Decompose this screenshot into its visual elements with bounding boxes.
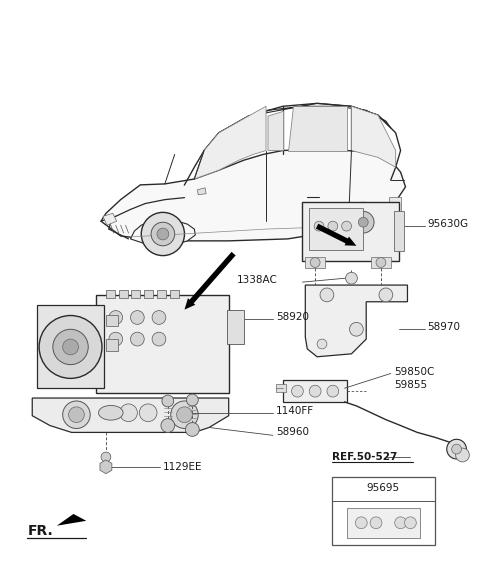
Circle shape <box>141 212 184 255</box>
Text: 1129EE: 1129EE <box>163 462 203 472</box>
Circle shape <box>152 310 166 324</box>
Text: FR.: FR. <box>27 524 53 538</box>
Polygon shape <box>57 514 86 526</box>
Ellipse shape <box>98 405 123 420</box>
Bar <box>371 257 391 268</box>
Circle shape <box>101 452 111 462</box>
Bar <box>157 290 166 298</box>
Polygon shape <box>184 252 236 310</box>
Circle shape <box>317 339 327 349</box>
Bar <box>106 314 118 327</box>
Circle shape <box>161 418 175 432</box>
Circle shape <box>291 386 303 397</box>
Text: 58970: 58970 <box>427 323 460 332</box>
Bar <box>106 290 115 298</box>
Polygon shape <box>194 106 266 179</box>
Polygon shape <box>337 209 388 237</box>
Bar <box>302 202 398 261</box>
Text: 59855: 59855 <box>394 380 427 390</box>
Circle shape <box>320 288 334 302</box>
Bar <box>170 290 179 298</box>
Polygon shape <box>316 224 356 246</box>
Circle shape <box>346 272 358 284</box>
Circle shape <box>109 332 122 346</box>
Bar <box>37 305 104 388</box>
Bar <box>347 508 420 538</box>
Circle shape <box>379 288 393 302</box>
Circle shape <box>370 517 382 529</box>
Polygon shape <box>103 213 117 225</box>
Circle shape <box>309 386 321 397</box>
Circle shape <box>314 221 324 231</box>
Text: 58920: 58920 <box>276 313 309 323</box>
Circle shape <box>452 444 461 454</box>
Circle shape <box>395 517 407 529</box>
Circle shape <box>310 258 320 268</box>
Circle shape <box>162 395 174 407</box>
Text: 1338AC: 1338AC <box>237 275 278 285</box>
Text: 1140FF: 1140FF <box>276 406 314 416</box>
Bar <box>283 380 347 402</box>
Bar <box>389 197 401 216</box>
Circle shape <box>328 221 338 231</box>
Bar <box>394 212 404 251</box>
Bar <box>132 290 140 298</box>
Bar <box>227 310 244 344</box>
Circle shape <box>447 439 467 459</box>
Bar <box>305 257 325 268</box>
Polygon shape <box>288 106 347 150</box>
Bar <box>96 295 228 393</box>
Circle shape <box>359 217 368 227</box>
Polygon shape <box>351 106 396 167</box>
Circle shape <box>157 228 169 240</box>
Bar <box>309 209 363 250</box>
Circle shape <box>152 332 166 346</box>
Polygon shape <box>101 150 406 241</box>
Circle shape <box>344 202 383 242</box>
Circle shape <box>151 222 175 246</box>
Text: 95695: 95695 <box>366 483 399 494</box>
Text: REF.50-527: REF.50-527 <box>332 452 397 462</box>
Circle shape <box>120 404 137 421</box>
Bar <box>119 290 128 298</box>
Circle shape <box>63 401 90 428</box>
Bar <box>332 477 435 546</box>
Circle shape <box>355 517 367 529</box>
Circle shape <box>63 339 78 355</box>
Circle shape <box>177 407 192 423</box>
Bar <box>144 290 153 298</box>
Circle shape <box>171 401 198 428</box>
Circle shape <box>186 394 198 406</box>
Circle shape <box>131 310 144 324</box>
Circle shape <box>69 407 84 423</box>
Text: 59850C: 59850C <box>394 366 434 376</box>
Polygon shape <box>305 285 408 357</box>
Circle shape <box>109 310 122 324</box>
Bar <box>276 384 286 392</box>
Circle shape <box>327 386 339 397</box>
Text: 58960: 58960 <box>276 427 309 438</box>
Polygon shape <box>32 398 228 432</box>
Circle shape <box>349 323 363 336</box>
Circle shape <box>405 517 416 529</box>
Circle shape <box>53 329 88 365</box>
Circle shape <box>342 221 351 231</box>
Text: 95630G: 95630G <box>427 219 468 229</box>
Polygon shape <box>131 220 195 246</box>
Circle shape <box>376 258 386 268</box>
Polygon shape <box>268 111 284 150</box>
Polygon shape <box>100 460 112 473</box>
Circle shape <box>139 404 157 421</box>
Circle shape <box>185 423 199 436</box>
Bar <box>106 339 118 351</box>
Polygon shape <box>197 188 206 195</box>
Circle shape <box>352 212 374 233</box>
Circle shape <box>131 332 144 346</box>
Circle shape <box>39 316 102 379</box>
Circle shape <box>456 448 469 462</box>
